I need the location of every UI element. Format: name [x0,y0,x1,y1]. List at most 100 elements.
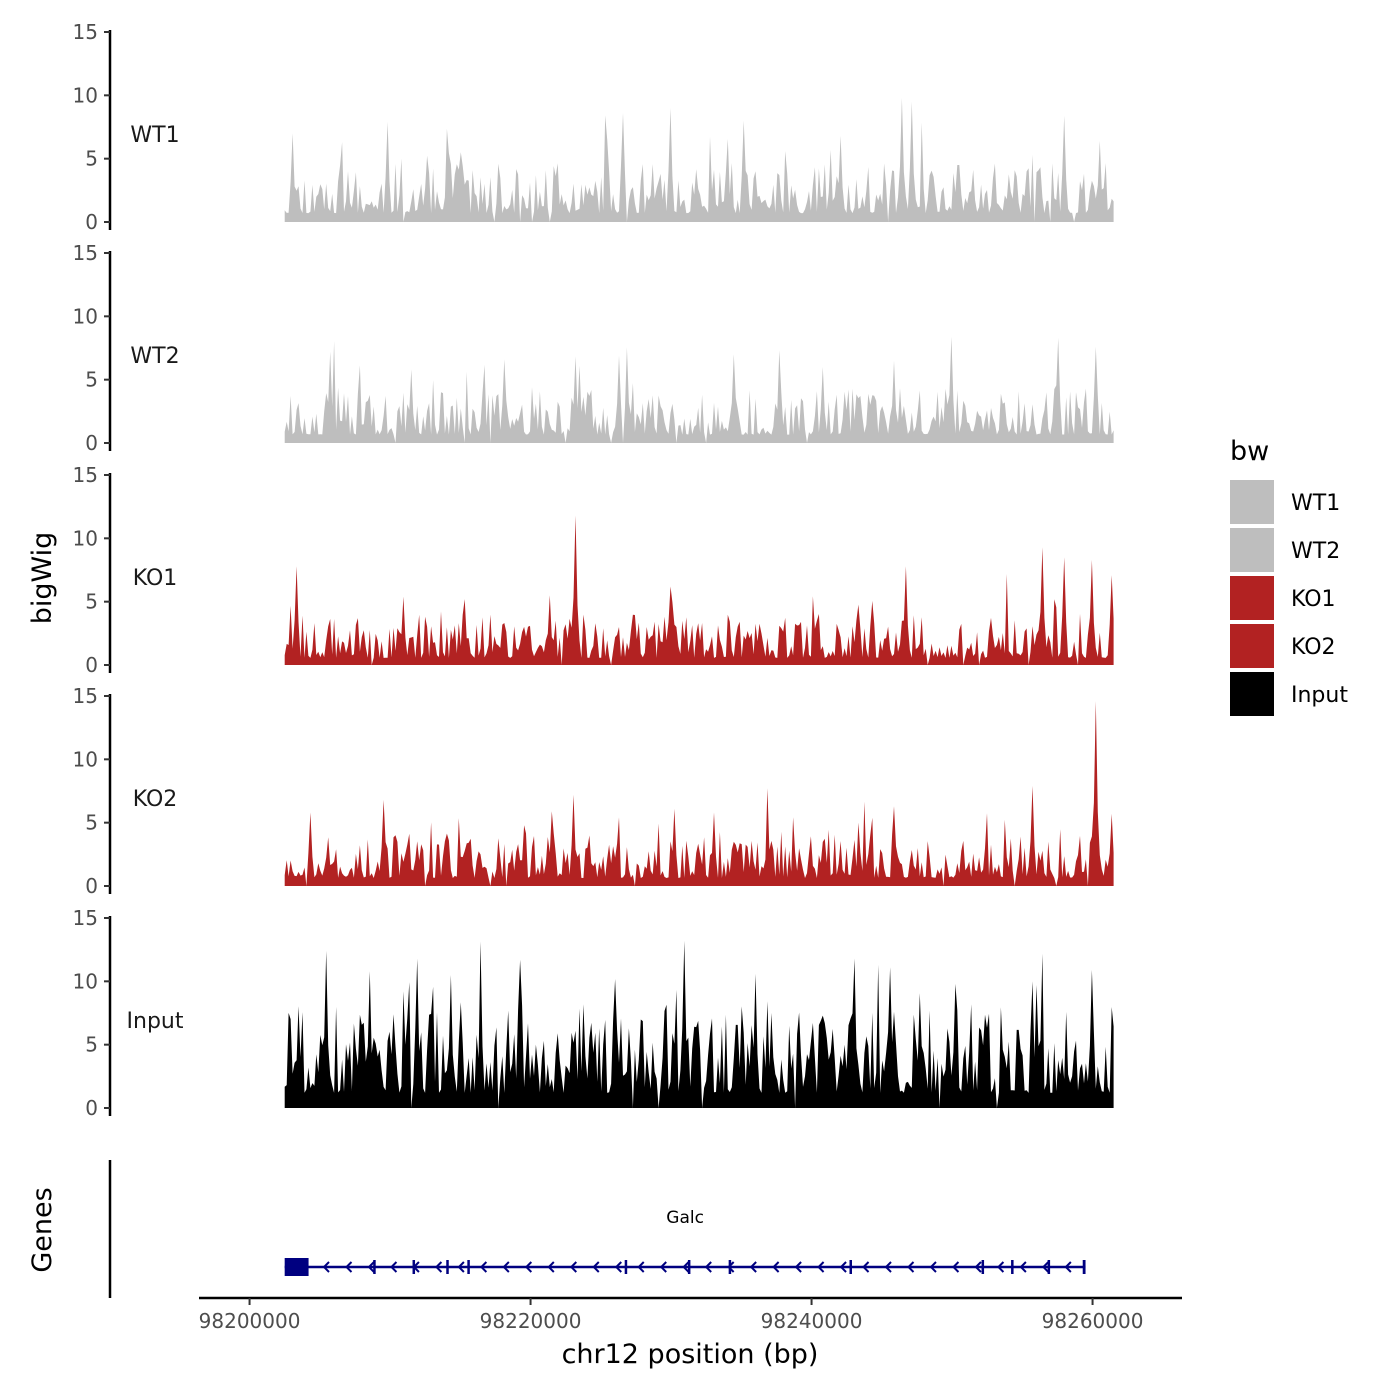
strand-arrow [749,1261,757,1273]
strand-arrow [659,1261,667,1273]
gene-exon [412,1260,416,1274]
strand-arrow [345,1261,353,1273]
y-tick-label: 0 [85,210,98,234]
signal-area-ko2 [284,701,1114,886]
y-tick-label: 0 [85,874,98,898]
track-label-ko1: KO1 [133,566,178,591]
strand-arrow [997,1261,1005,1273]
legend-label-wt1: WT1 [1291,491,1340,516]
legend-items: WT1 WT2 KO1 KO2 Input [1230,480,1348,716]
strand-arrow [884,1261,892,1273]
y-tick-label: 5 [85,590,98,614]
strand-arrow [1041,1261,1050,1273]
legend-key-ko2 [1230,624,1274,668]
strand-arrow [1019,1261,1027,1273]
legend-key-wt2 [1230,528,1274,572]
strand-arrow [614,1261,622,1273]
y-tick-label: 5 [85,368,98,392]
strand-arrow [637,1261,645,1273]
genes-axis-title: Genes [27,1187,58,1272]
track-ko1: 0 5 10 15 KO1 [73,463,1114,677]
y-tick-label: 15 [73,684,98,708]
track-wt2: 0 5 10 15 WT2 [73,241,1114,455]
legend-label-wt2: WT2 [1291,539,1340,564]
strand-arrow [929,1261,937,1273]
x-tick-label: 98260000 [1042,1309,1144,1333]
legend-label-input: Input [1291,683,1348,708]
y-tick-label: 0 [85,653,98,677]
gene-exon [728,1260,732,1274]
legend-label-ko2: KO2 [1291,635,1336,660]
y-tick-label: 10 [73,526,98,550]
legend-key-wt1 [1230,480,1274,524]
legend-key-ko1 [1230,576,1274,620]
gene-exon [981,1260,985,1274]
strand-arrow [322,1261,330,1273]
y-tick-label: 5 [85,147,98,171]
gene-exon [446,1260,449,1274]
strand-arrow [547,1261,555,1273]
gene-exon [624,1260,628,1274]
gene-exon [1047,1260,1051,1274]
y-tick-label: 5 [85,1033,98,1057]
strand-arrow [367,1261,375,1273]
gene-exon [1011,1260,1014,1274]
gene-exon [284,1258,309,1276]
strand-arrow [952,1261,960,1273]
strand-arrow [839,1261,847,1273]
y-tick-label: 0 [85,1096,98,1120]
strand-arrow [479,1261,488,1273]
signal-tracks: 0 5 10 15 WT1 0 5 10 15 WT2 0 5 10 15 KO1 0 5 10 15 KO2 0 5 10… [73,20,1114,1120]
strand-arrow [592,1261,600,1273]
y-tick-label: 5 [85,811,98,835]
strand-arrow [704,1261,712,1273]
y-axis-title: bigWig [27,532,58,625]
strand-arrow [524,1261,533,1273]
gene-exon [373,1260,376,1274]
strand-arrow [569,1261,578,1273]
x-tick-label: 98200000 [199,1309,301,1333]
track-ko2: 0 5 10 15 KO2 [73,684,1114,898]
strand-arrow [1064,1261,1072,1273]
strand-arrow [457,1261,465,1273]
signal-area-wt2 [284,336,1114,443]
track-label-ko2: KO2 [133,787,178,812]
legend-key-input [1230,672,1274,716]
signal-area-ko1 [284,515,1114,665]
track-label-input: Input [127,1009,184,1034]
strand-arrow [907,1261,915,1273]
x-tick-label: 98220000 [480,1309,582,1333]
legend-label-ko1: KO1 [1291,587,1336,612]
y-tick-label: 15 [73,241,98,265]
gene-track: Galc [108,1160,1086,1298]
strand-arrow [817,1261,825,1273]
gene-exon [467,1260,470,1274]
y-tick-label: 10 [73,304,98,328]
y-tick-label: 10 [73,747,98,771]
strand-arrow [772,1261,780,1273]
strand-arrow [974,1261,982,1273]
strand-arrow [435,1261,443,1273]
gene-exon [1082,1260,1086,1274]
gene-label: Galc [666,1208,704,1228]
strand-arrow [682,1261,690,1273]
strand-arrow [862,1261,870,1273]
y-tick-label: 15 [73,906,98,930]
y-tick-label: 15 [73,20,98,44]
track-wt1: 0 5 10 15 WT1 [73,20,1114,234]
x-axis-title: chr12 position (bp) [562,1339,819,1370]
x-tick-label: 98240000 [761,1309,863,1333]
legend: bw WT1 WT2 KO1 KO2 Input [1230,436,1348,716]
y-tick-label: 10 [73,969,98,993]
strand-arrow [390,1261,398,1273]
track-input: 0 5 10 15 Input [73,906,1114,1120]
track-label-wt1: WT1 [130,123,179,148]
strand-arrow [502,1261,510,1273]
y-tick-label: 15 [73,463,98,487]
legend-title: bw [1230,436,1269,467]
signal-area-wt1 [284,97,1114,222]
x-axis: 98200000 98220000 98240000 98260000 [199,1296,1182,1333]
y-tick-label: 10 [73,83,98,107]
strand-arrow [794,1261,802,1273]
